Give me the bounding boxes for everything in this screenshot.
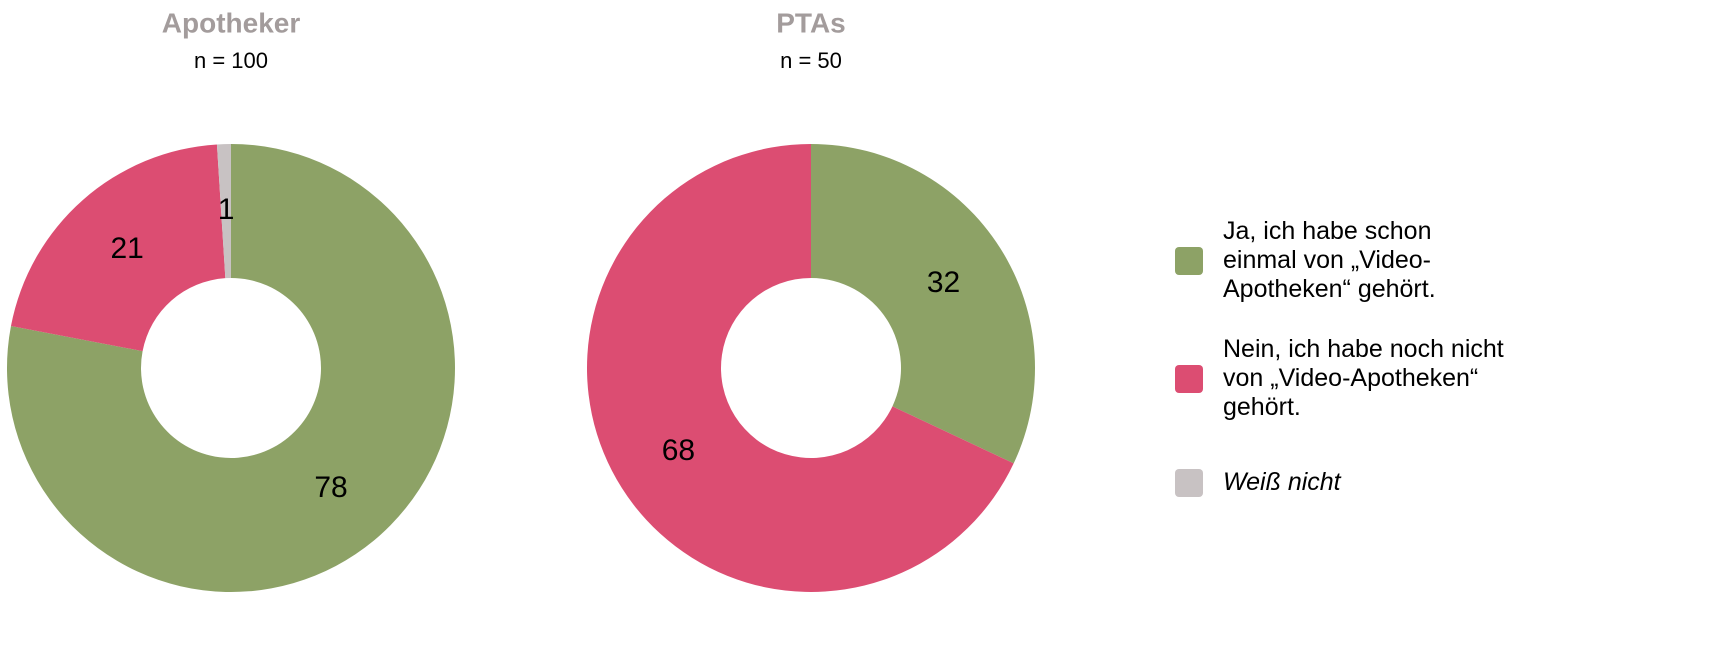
legend-item: Weiß nicht xyxy=(1175,468,1715,497)
legend-item: Ja, ich habe schon einmal von „Video- Ap… xyxy=(1175,217,1715,304)
donut-slice xyxy=(216,144,231,279)
data-label: 21 xyxy=(110,232,143,265)
donut-slice xyxy=(10,144,226,352)
chart-subtitle: n = 50 xyxy=(780,48,842,73)
legend-swatch xyxy=(1175,364,1203,393)
donut-slice xyxy=(7,144,456,592)
chart-subtitle: n = 100 xyxy=(194,48,268,73)
legend-label: Weiß nicht xyxy=(1223,468,1341,496)
data-label: 68 xyxy=(662,434,695,467)
legend-swatch xyxy=(1175,468,1203,497)
chart-title: PTAs xyxy=(776,7,846,38)
data-label: 1 xyxy=(218,193,235,226)
legend-item: Nein, ich habe noch nicht von „Video-Apo… xyxy=(1175,335,1715,422)
legend-label: Ja, ich habe schon einmal von „Video- Ap… xyxy=(1223,217,1436,303)
legend-label: Nein, ich habe noch nicht von „Video-Apo… xyxy=(1223,335,1504,421)
donut-slice xyxy=(811,144,1036,464)
data-label: 32 xyxy=(927,266,960,299)
chart-title: Apotheker xyxy=(162,7,301,38)
data-label: 78 xyxy=(314,471,347,504)
donut-slice xyxy=(587,144,1014,593)
legend-swatch xyxy=(1175,246,1203,275)
